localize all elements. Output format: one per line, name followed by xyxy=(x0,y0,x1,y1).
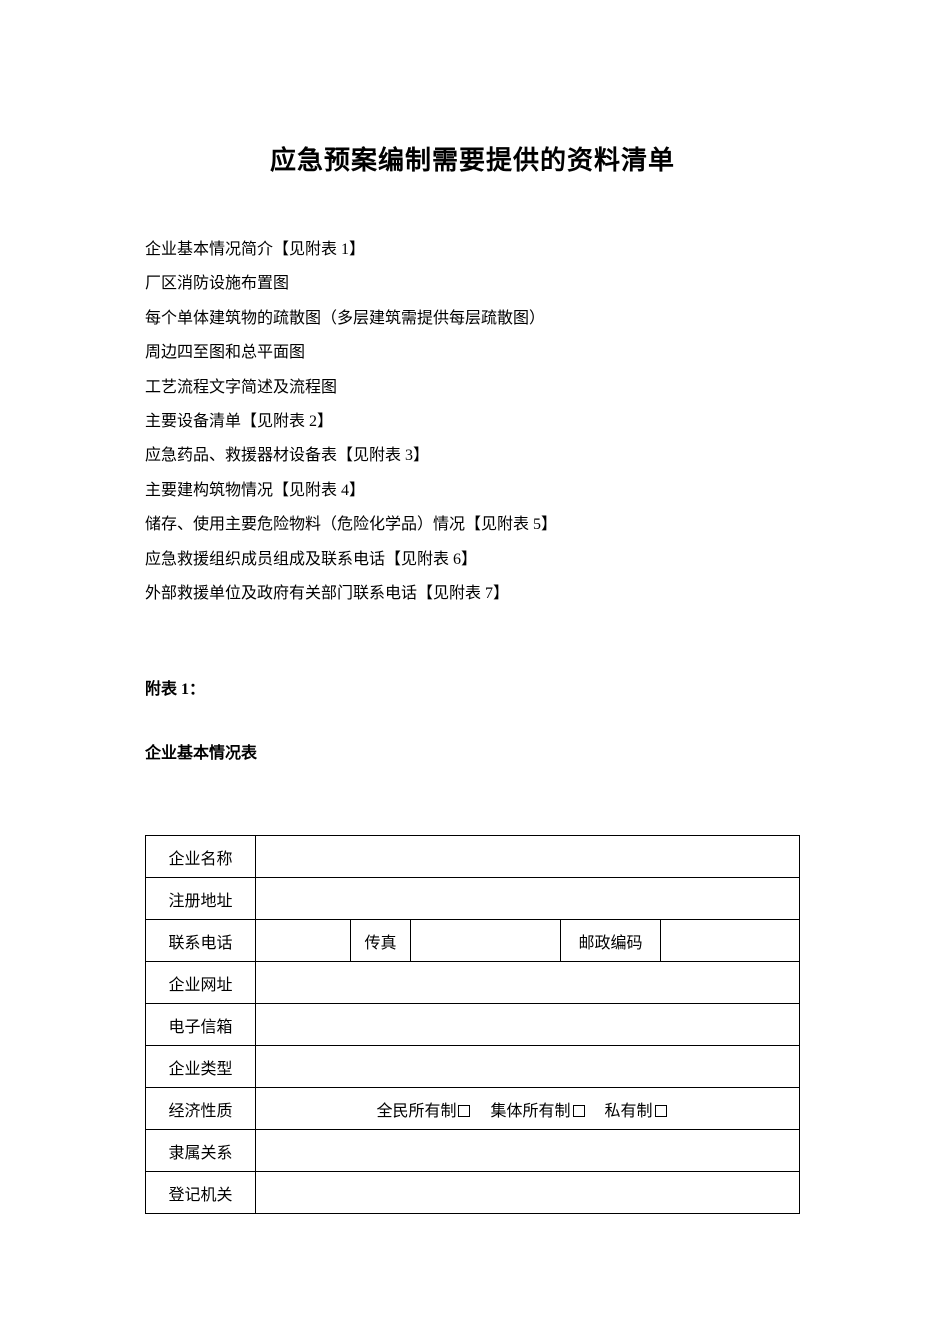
value-reg-org xyxy=(256,1172,800,1214)
list-item: 周边四至图和总平面图 xyxy=(145,336,800,370)
option-label: 私有制 xyxy=(605,1103,653,1120)
table-row: 注册地址 xyxy=(146,878,800,920)
table-row: 经济性质 全民所有制 集体所有制 私有制 xyxy=(146,1088,800,1130)
label-subord: 隶属关系 xyxy=(146,1130,256,1172)
table-row: 企业网址 xyxy=(146,962,800,1004)
label-type: 企业类型 xyxy=(146,1046,256,1088)
list-item: 外部救援单位及政府有关部门联系电话【见附表 7】 xyxy=(145,577,800,611)
checkbox-option[interactable]: 全民所有制 xyxy=(376,1097,470,1121)
option-label: 集体所有制 xyxy=(490,1103,570,1120)
table-row: 企业类型 xyxy=(146,1046,800,1088)
list-item: 厂区消防设施布置图 xyxy=(145,267,800,301)
label-post: 邮政编码 xyxy=(561,920,661,962)
table-row: 隶属关系 xyxy=(146,1130,800,1172)
value-phone xyxy=(256,920,351,962)
value-reg-address xyxy=(256,878,800,920)
checkbox-option[interactable]: 私有制 xyxy=(605,1097,667,1121)
company-info-table: 企业名称 注册地址 联系电话 传真 邮政编码 企业网址 电子信箱 企业类型 经济… xyxy=(145,835,800,1214)
checkbox-icon xyxy=(458,1105,470,1117)
checkbox-icon xyxy=(655,1105,667,1117)
attachment-label: 附表 1： xyxy=(145,675,800,699)
value-post xyxy=(661,920,800,962)
table-row: 企业名称 xyxy=(146,836,800,878)
list-item: 工艺流程文字简述及流程图 xyxy=(145,371,800,405)
list-item: 应急药品、救援器材设备表【见附表 3】 xyxy=(145,439,800,473)
label-fax: 传真 xyxy=(351,920,411,962)
checkbox-icon xyxy=(573,1105,585,1117)
value-nature: 全民所有制 集体所有制 私有制 xyxy=(256,1088,800,1130)
option-label: 全民所有制 xyxy=(376,1103,456,1120)
table-row: 电子信箱 xyxy=(146,1004,800,1046)
label-company-name: 企业名称 xyxy=(146,836,256,878)
label-reg-address: 注册地址 xyxy=(146,878,256,920)
list-item: 储存、使用主要危险物料（危险化学品）情况【见附表 5】 xyxy=(145,508,800,542)
label-email: 电子信箱 xyxy=(146,1004,256,1046)
label-phone: 联系电话 xyxy=(146,920,256,962)
list-item: 每个单体建筑物的疏散图（多层建筑需提供每层疏散图） xyxy=(145,302,800,336)
table-row: 登记机关 xyxy=(146,1172,800,1214)
list-item: 主要建构筑物情况【见附表 4】 xyxy=(145,474,800,508)
list-item: 应急救援组织成员组成及联系电话【见附表 6】 xyxy=(145,543,800,577)
checkbox-option[interactable]: 集体所有制 xyxy=(490,1097,584,1121)
label-website: 企业网址 xyxy=(146,962,256,1004)
page-title: 应急预案编制需要提供的资料清单 xyxy=(145,140,800,177)
table-title: 企业基本情况表 xyxy=(145,739,800,763)
label-reg-org: 登记机关 xyxy=(146,1172,256,1214)
list-item: 主要设备清单【见附表 2】 xyxy=(145,405,800,439)
table-row: 联系电话 传真 邮政编码 xyxy=(146,920,800,962)
label-nature: 经济性质 xyxy=(146,1088,256,1130)
value-fax xyxy=(411,920,561,962)
value-email xyxy=(256,1004,800,1046)
material-list: 企业基本情况简介【见附表 1】 厂区消防设施布置图 每个单体建筑物的疏散图（多层… xyxy=(145,233,800,611)
value-subord xyxy=(256,1130,800,1172)
value-company-name xyxy=(256,836,800,878)
value-type xyxy=(256,1046,800,1088)
list-item: 企业基本情况简介【见附表 1】 xyxy=(145,233,800,267)
value-website xyxy=(256,962,800,1004)
